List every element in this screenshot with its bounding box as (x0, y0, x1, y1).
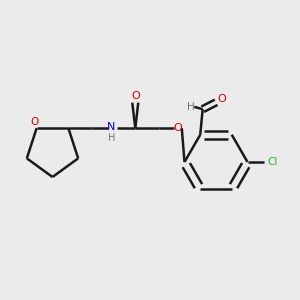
Text: O: O (30, 117, 38, 127)
Text: O: O (217, 94, 226, 104)
Text: H: H (188, 102, 195, 112)
Text: H: H (108, 133, 115, 143)
Text: Cl: Cl (267, 157, 278, 167)
Text: O: O (174, 123, 182, 133)
Text: O: O (131, 91, 140, 101)
Text: N: N (107, 122, 116, 132)
